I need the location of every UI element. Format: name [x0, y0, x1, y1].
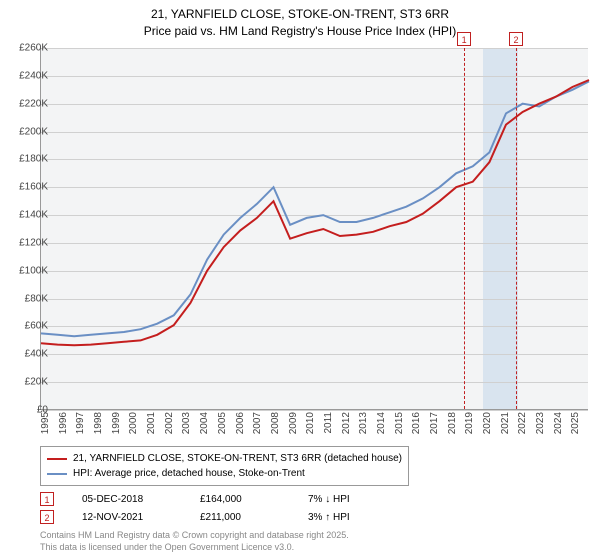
y-tick-label: £220K — [19, 98, 48, 109]
plot-area: 12 — [40, 48, 588, 410]
x-tick-label: 2003 — [181, 412, 192, 434]
x-tick-label: 2004 — [199, 412, 210, 434]
y-tick-label: £20K — [25, 377, 48, 388]
x-tick-label: 2008 — [270, 412, 281, 434]
x-tick-label: 2015 — [394, 412, 405, 434]
tx-delta: 7% ↓ HPI — [308, 494, 350, 505]
x-tick-label: 1996 — [58, 412, 69, 434]
copyright: Contains HM Land Registry data © Crown c… — [40, 530, 349, 553]
tx-date: 05-DEC-2018 — [82, 494, 172, 505]
x-tick-label: 2009 — [288, 412, 299, 434]
x-tick-label: 2002 — [164, 412, 175, 434]
x-tick-label: 2023 — [535, 412, 546, 434]
x-tick-label: 2012 — [341, 412, 352, 434]
x-tick-label: 2022 — [517, 412, 528, 434]
x-tick-label: 1995 — [40, 412, 51, 434]
copyright-line-2: This data is licensed under the Open Gov… — [40, 542, 349, 554]
x-tick-label: 2016 — [411, 412, 422, 434]
transaction-row: 2 12-NOV-2021 £211,000 3% ↑ HPI — [40, 508, 350, 526]
x-tick-label: 2005 — [217, 412, 228, 434]
y-tick-label: £240K — [19, 70, 48, 81]
title-line-1: 21, YARNFIELD CLOSE, STOKE-ON-TRENT, ST3… — [0, 6, 600, 23]
y-tick-label: £100K — [19, 265, 48, 276]
chart-lines — [41, 48, 588, 409]
x-tick-label: 2025 — [570, 412, 581, 434]
legend-swatch-property — [47, 458, 67, 460]
copyright-line-1: Contains HM Land Registry data © Crown c… — [40, 530, 349, 542]
series-hpi-line — [41, 81, 589, 336]
transactions-table: 1 05-DEC-2018 £164,000 7% ↓ HPI 2 12-NOV… — [40, 490, 350, 526]
x-tick-label: 2007 — [252, 412, 263, 434]
x-tick-label: 2013 — [358, 412, 369, 434]
tx-date: 12-NOV-2021 — [82, 512, 172, 523]
marker-line — [464, 48, 465, 409]
y-tick-label: £80K — [25, 293, 48, 304]
y-tick-label: £260K — [19, 43, 48, 54]
x-tick-label: 2024 — [553, 412, 564, 434]
legend-row-property: 21, YARNFIELD CLOSE, STOKE-ON-TRENT, ST3… — [47, 451, 402, 466]
x-tick-label: 2018 — [447, 412, 458, 434]
x-tick-label: 2021 — [500, 412, 511, 434]
tx-marker-2: 2 — [40, 510, 54, 524]
x-tick-label: 2000 — [128, 412, 139, 434]
x-tick-label: 2017 — [429, 412, 440, 434]
x-tick-label: 2006 — [235, 412, 246, 434]
tx-marker-1: 1 — [40, 492, 54, 506]
x-tick-label: 2014 — [376, 412, 387, 434]
legend-row-hpi: HPI: Average price, detached house, Stok… — [47, 466, 402, 481]
y-tick-label: £140K — [19, 210, 48, 221]
y-tick-label: £180K — [19, 154, 48, 165]
y-tick-label: £200K — [19, 126, 48, 137]
legend-swatch-hpi — [47, 473, 67, 475]
tx-price: £211,000 — [200, 512, 280, 523]
legend-label-property: 21, YARNFIELD CLOSE, STOKE-ON-TRENT, ST3… — [73, 451, 402, 466]
y-tick-label: £40K — [25, 349, 48, 360]
transaction-row: 1 05-DEC-2018 £164,000 7% ↓ HPI — [40, 490, 350, 508]
y-tick-label: £60K — [25, 321, 48, 332]
x-tick-label: 2019 — [464, 412, 475, 434]
x-tick-label: 1997 — [75, 412, 86, 434]
x-tick-label: 1998 — [93, 412, 104, 434]
legend: 21, YARNFIELD CLOSE, STOKE-ON-TRENT, ST3… — [40, 446, 409, 486]
x-tick-label: 1999 — [111, 412, 122, 434]
y-tick-label: £120K — [19, 237, 48, 248]
series-property-line — [41, 80, 589, 345]
x-tick-label: 2001 — [146, 412, 157, 434]
chart-container: 21, YARNFIELD CLOSE, STOKE-ON-TRENT, ST3… — [0, 0, 600, 560]
x-tick-label: 2010 — [305, 412, 316, 434]
legend-label-hpi: HPI: Average price, detached house, Stok… — [73, 466, 305, 481]
marker-line — [516, 48, 517, 409]
tx-delta: 3% ↑ HPI — [308, 512, 350, 523]
marker-box-2: 2 — [509, 32, 523, 46]
x-tick-label: 2020 — [482, 412, 493, 434]
y-tick-label: £160K — [19, 182, 48, 193]
tx-price: £164,000 — [200, 494, 280, 505]
x-tick-label: 2011 — [323, 412, 334, 434]
marker-box-1: 1 — [457, 32, 471, 46]
